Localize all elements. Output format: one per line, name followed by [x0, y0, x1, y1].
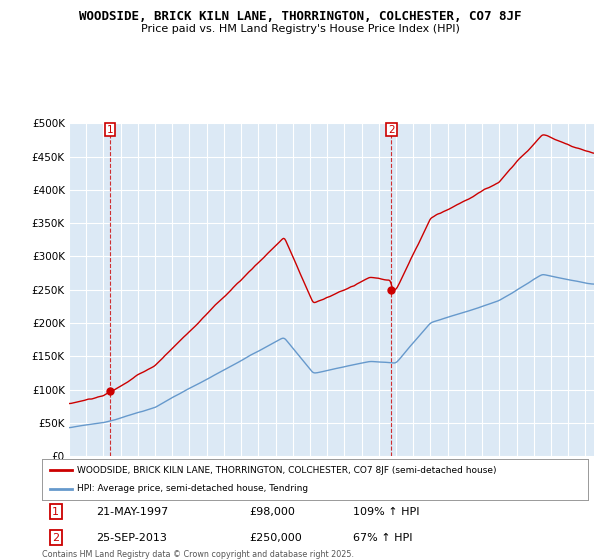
- Text: 1: 1: [52, 507, 59, 517]
- Text: 2: 2: [52, 533, 59, 543]
- Text: £250,000: £250,000: [250, 533, 302, 543]
- Text: 109% ↑ HPI: 109% ↑ HPI: [353, 507, 420, 517]
- Text: Contains HM Land Registry data © Crown copyright and database right 2025.
This d: Contains HM Land Registry data © Crown c…: [42, 550, 354, 560]
- Text: £98,000: £98,000: [250, 507, 295, 517]
- Text: 1: 1: [107, 124, 113, 134]
- Text: 2: 2: [388, 124, 395, 134]
- Text: Price paid vs. HM Land Registry's House Price Index (HPI): Price paid vs. HM Land Registry's House …: [140, 24, 460, 34]
- Text: 67% ↑ HPI: 67% ↑ HPI: [353, 533, 413, 543]
- Text: WOODSIDE, BRICK KILN LANE, THORRINGTON, COLCHESTER, CO7 8JF: WOODSIDE, BRICK KILN LANE, THORRINGTON, …: [79, 10, 521, 23]
- Text: 25-SEP-2013: 25-SEP-2013: [97, 533, 167, 543]
- Text: HPI: Average price, semi-detached house, Tendring: HPI: Average price, semi-detached house,…: [77, 484, 308, 493]
- Text: WOODSIDE, BRICK KILN LANE, THORRINGTON, COLCHESTER, CO7 8JF (semi-detached house: WOODSIDE, BRICK KILN LANE, THORRINGTON, …: [77, 465, 497, 474]
- Text: 21-MAY-1997: 21-MAY-1997: [97, 507, 169, 517]
